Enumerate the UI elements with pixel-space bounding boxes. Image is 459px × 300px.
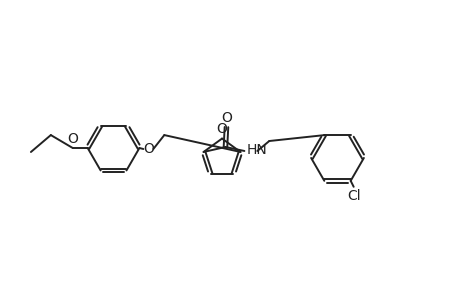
Text: HN: HN bbox=[246, 143, 267, 157]
Text: O: O bbox=[216, 122, 227, 136]
Text: O: O bbox=[67, 132, 78, 146]
Text: Cl: Cl bbox=[346, 189, 360, 203]
Text: O: O bbox=[143, 142, 153, 156]
Text: O: O bbox=[221, 111, 231, 124]
